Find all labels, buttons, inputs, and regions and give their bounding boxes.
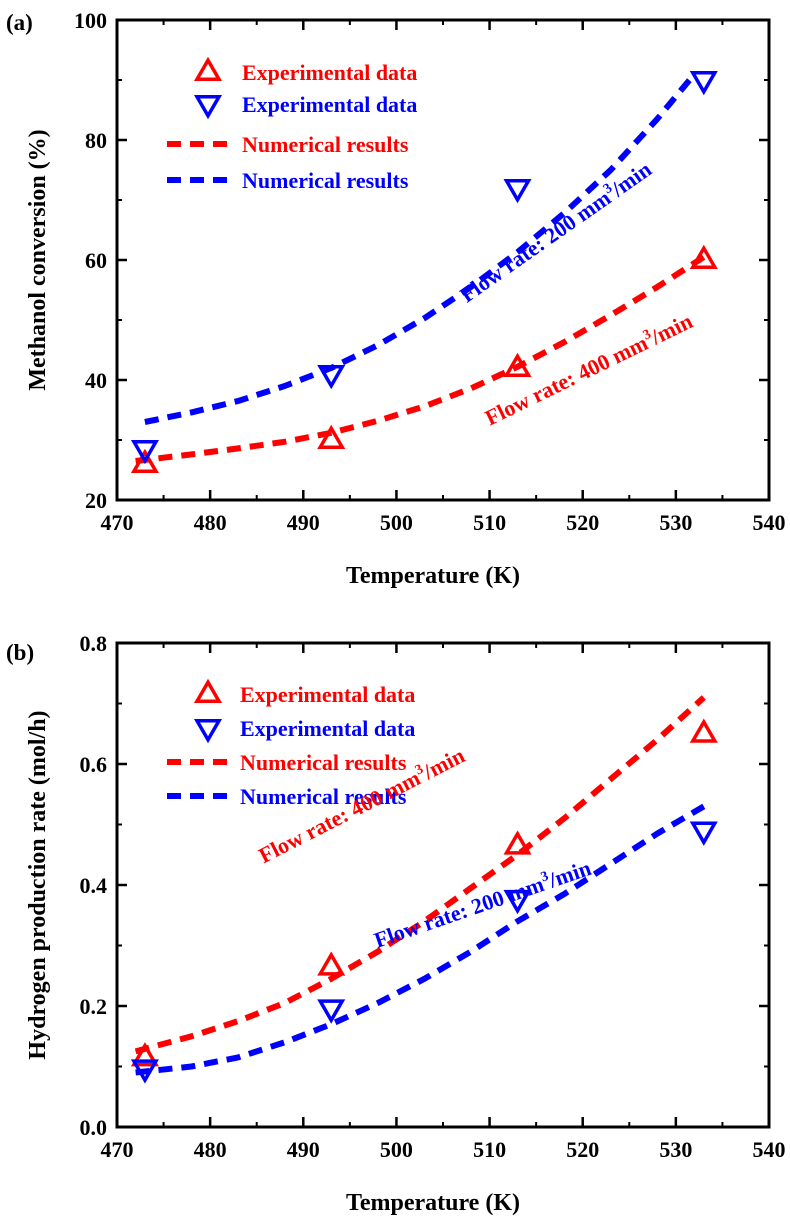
- annotation-superscript: 3: [539, 869, 551, 885]
- x-tick-label: 520: [566, 1137, 599, 1162]
- x-tick-label: 540: [753, 1137, 786, 1162]
- y-tick-label: 80: [85, 128, 107, 153]
- experimental-point-red: [317, 424, 346, 449]
- y-tick-label: 0.4: [80, 873, 108, 898]
- legend-label: Experimental data: [240, 682, 415, 707]
- y-tick-label: 0.2: [80, 994, 108, 1019]
- flow-rate-annotation-blue: Flow rate: 200 mm3/min: [371, 855, 594, 953]
- experimental-point-red: [317, 951, 346, 976]
- panel-label: (b): [6, 640, 34, 665]
- x-tick-label: 530: [659, 1137, 692, 1162]
- x-tick-label: 540: [753, 510, 786, 535]
- experimental-point-blue: [130, 1059, 159, 1084]
- y-tick-label: 40: [85, 368, 107, 393]
- experimental-point-blue: [317, 365, 346, 390]
- annotation-suffix: /min: [606, 156, 656, 202]
- x-tick-label: 480: [194, 1137, 227, 1162]
- experimental-point-red: [689, 244, 718, 269]
- experimental-point-blue: [689, 71, 718, 96]
- y-axis-label: Hydrogen production rate (mol/h): [25, 710, 51, 1059]
- y-tick-label: 20: [85, 488, 107, 513]
- y-tick-label: 100: [74, 8, 107, 33]
- x-axis-label: Temperature (K): [346, 563, 520, 589]
- annotation-prefix: Flow rate: 200 mm: [371, 871, 547, 953]
- x-tick-label: 530: [659, 510, 692, 535]
- x-tick-label: 510: [473, 1137, 506, 1162]
- annotation-suffix: /min: [545, 855, 595, 893]
- annotation-suffix: /min: [646, 308, 696, 350]
- x-tick-label: 520: [566, 510, 599, 535]
- legend-label: Experimental data: [240, 716, 415, 741]
- x-tick-label: 500: [380, 510, 413, 535]
- experimental-point-red: [503, 830, 532, 855]
- legend-label: Numerical results: [240, 750, 407, 775]
- annotation-prefix: Flow rate: 400 mm: [481, 330, 652, 430]
- x-tick-label: 480: [194, 510, 227, 535]
- flow-rate-annotation-red: Flow rate: 400 mm3/min: [481, 308, 697, 430]
- legend-label: Experimental data: [242, 60, 417, 85]
- y-tick-label: 0.0: [80, 1115, 108, 1140]
- legend-label: Experimental data: [242, 92, 417, 117]
- experimental-point-blue: [130, 440, 159, 465]
- experimental-point-red: [689, 718, 718, 743]
- x-tick-label: 500: [380, 1137, 413, 1162]
- x-tick-label: 490: [287, 510, 320, 535]
- numerical-curve-red: [135, 254, 706, 464]
- experimental-point-red: [130, 448, 159, 473]
- x-tick-label: 470: [101, 1137, 134, 1162]
- legend-marker-red: [193, 56, 223, 81]
- numerical-curve-blue: [144, 72, 697, 425]
- x-tick-label: 470: [101, 510, 134, 535]
- y-tick-label: 0.6: [80, 752, 108, 777]
- legend-label: Numerical results: [242, 168, 409, 193]
- annotation-suffix: /min: [418, 743, 468, 785]
- x-tick-label: 510: [473, 510, 506, 535]
- experimental-point-red: [130, 1042, 159, 1067]
- legend-label: Numerical results: [242, 132, 409, 157]
- legend-label: Numerical results: [240, 784, 407, 809]
- y-tick-label: 60: [85, 248, 107, 273]
- legend-marker-blue: [193, 95, 223, 120]
- annotation-prefix: Flow rate: 400 mm: [255, 765, 425, 868]
- panel-b: (b) 470 480 490 500 510 520 530 540 0.0 0.2 0.4 0.6 0…: [6, 631, 786, 1216]
- plot-frame: [115, 18, 771, 502]
- numerical-curve-blue: [135, 803, 706, 1076]
- experimental-point-blue: [503, 889, 532, 915]
- x-axis-label: Temperature (K): [346, 1190, 520, 1216]
- experimental-point-blue: [689, 821, 718, 846]
- experimental-point-blue: [317, 999, 346, 1024]
- y-tick-label: 0.8: [80, 631, 108, 656]
- x-tick-label: 490: [287, 1137, 320, 1162]
- legend-marker-blue: [193, 719, 223, 744]
- annotation-prefix: Flow rate: 200 mm: [455, 185, 615, 307]
- numerical-curve-red: [134, 695, 706, 1055]
- experimental-point-red: [503, 352, 532, 377]
- panel-a: (a) 470 480 490 500 510 520 530 540 20 40 60 80 100 Te…: [6, 8, 786, 589]
- legend-marker-red: [193, 678, 223, 703]
- panel-label: (a): [6, 10, 33, 35]
- experimental-point-blue: [503, 179, 532, 204]
- flow-rate-annotation-blue: Flow rate: 200 mm3/min: [455, 156, 656, 307]
- plot-frame: [115, 641, 771, 1129]
- y-axis-label: Methanol conversion (%): [25, 129, 51, 390]
